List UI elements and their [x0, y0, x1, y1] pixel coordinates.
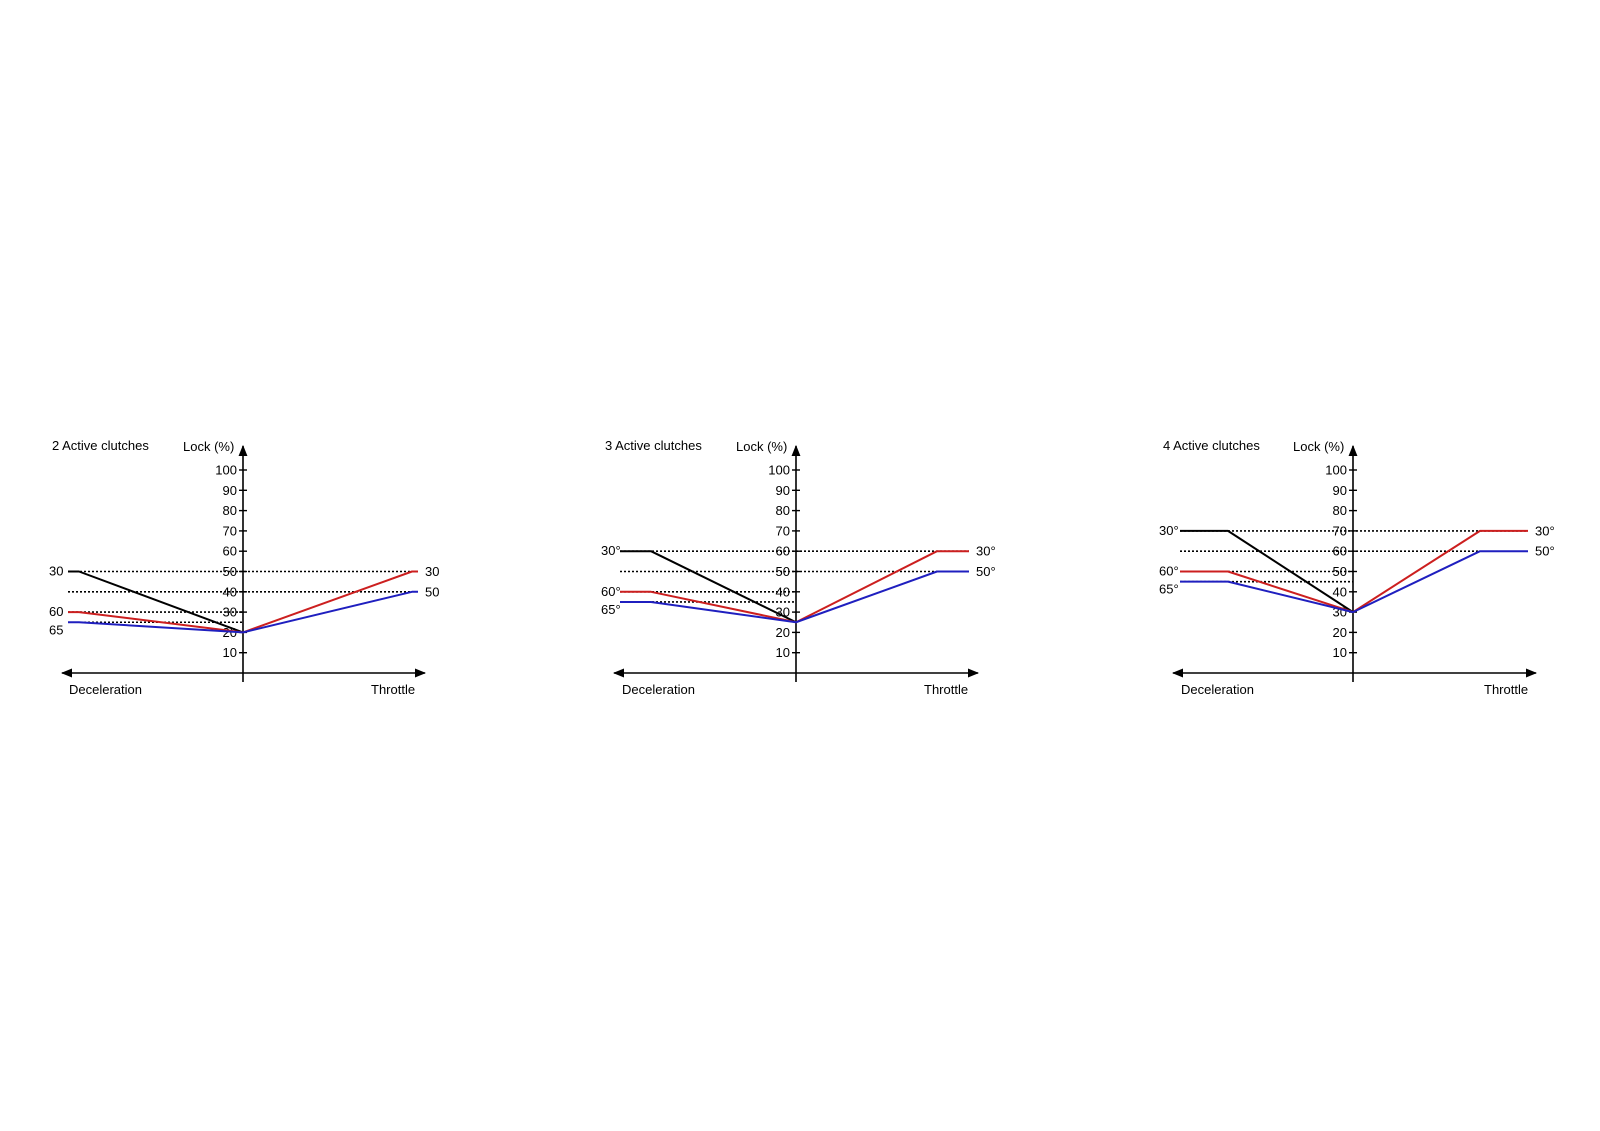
series-line-3 — [620, 570, 969, 624]
x-axis-label-throttle: Throttle — [1484, 682, 1528, 697]
series-line-3 — [1180, 550, 1528, 614]
decel-series-label: 65° — [1159, 582, 1179, 597]
x-axis-label-deceleration: Deceleration — [1181, 682, 1254, 697]
series-line-1 — [620, 550, 797, 624]
throttle-series-label: 50° — [976, 564, 996, 579]
y-tick-label: 50 — [1333, 564, 1347, 579]
series-line-1 — [1180, 529, 1354, 613]
chart-panel-3-active-clutches: 3 Active clutches Lock (%) 10 20 30 40 50 60 70 8… — [601, 438, 996, 697]
y-axis-label: Lock (%) — [1293, 439, 1344, 454]
throttle-series-label: 50° — [1535, 544, 1555, 559]
decel-series-label: 60° — [1159, 564, 1179, 579]
decel-series-label: 30° — [1159, 523, 1179, 538]
throttle-series-label: 30° — [976, 544, 996, 559]
chart-title: 2 Active clutches — [52, 438, 149, 453]
y-tick-label: 40 — [223, 584, 237, 599]
decel-series-label: 30 — [49, 564, 63, 579]
throttle-series-label: 30° — [1535, 523, 1555, 538]
y-tick-label: 40 — [776, 584, 790, 599]
y-tick-label: 70 — [1333, 523, 1347, 538]
y-tick-label: 70 — [776, 523, 790, 538]
y-tick-label: 70 — [223, 523, 237, 538]
chart-title: 3 Active clutches — [605, 438, 702, 453]
y-tick-label: 50 — [223, 564, 237, 579]
y-axis-label: Lock (%) — [736, 439, 787, 454]
y-tick-label: 20 — [776, 625, 790, 640]
decel-series-label: 60 — [49, 604, 63, 619]
chart-panel-4-active-clutches: 4 Active clutches Lock (%)102030405060708… — [1159, 438, 1555, 697]
y-tick-label: 100 — [768, 463, 790, 478]
y-tick-label: 10 — [223, 645, 237, 660]
decel-series-label: 60° — [601, 584, 621, 599]
y-tick-label: 90 — [1333, 483, 1347, 498]
x-axis-label-deceleration: Deceleration — [69, 682, 142, 697]
y-tick-label: 90 — [776, 483, 790, 498]
y-tick-label: 100 — [215, 463, 237, 478]
y-tick-label: 90 — [223, 483, 237, 498]
y-tick-label: 80 — [1333, 503, 1347, 518]
y-tick-label: 60 — [776, 544, 790, 559]
throttle-series-label: 50 — [425, 584, 439, 599]
y-tick-label: 50 — [776, 564, 790, 579]
decel-series-label: 30° — [601, 543, 621, 558]
y-tick-label: 80 — [776, 503, 790, 518]
chart-title: 4 Active clutches — [1163, 438, 1260, 453]
y-tick-label: 30 — [776, 605, 790, 620]
series-line-1 — [68, 570, 244, 634]
decel-series-label: 65 — [49, 622, 63, 637]
y-tick-label: 10 — [1333, 645, 1347, 660]
y-tick-label: 40 — [1333, 584, 1347, 599]
y-tick-label: 10 — [776, 645, 790, 660]
y-tick-label: 30 — [223, 605, 237, 620]
y-tick-label: 80 — [223, 503, 237, 518]
y-tick-label: 20 — [1333, 625, 1347, 640]
throttle-series-label: 30 — [425, 564, 439, 579]
x-axis-label-throttle: Throttle — [371, 682, 415, 697]
decel-series-label: 65° — [601, 602, 621, 617]
y-tick-label: 100 — [1325, 463, 1347, 478]
x-axis-label-throttle: Throttle — [924, 682, 968, 697]
x-axis-label-deceleration: Deceleration — [622, 682, 695, 697]
series-line-3 — [68, 590, 418, 634]
y-tick-label: 60 — [223, 544, 237, 559]
y-tick-label: 60 — [1333, 544, 1347, 559]
chart-panel-2-active-clutches: 2 Active clutches Lock (%)102030405060708… — [49, 438, 439, 697]
y-axis-label: Lock (%) — [183, 439, 234, 454]
